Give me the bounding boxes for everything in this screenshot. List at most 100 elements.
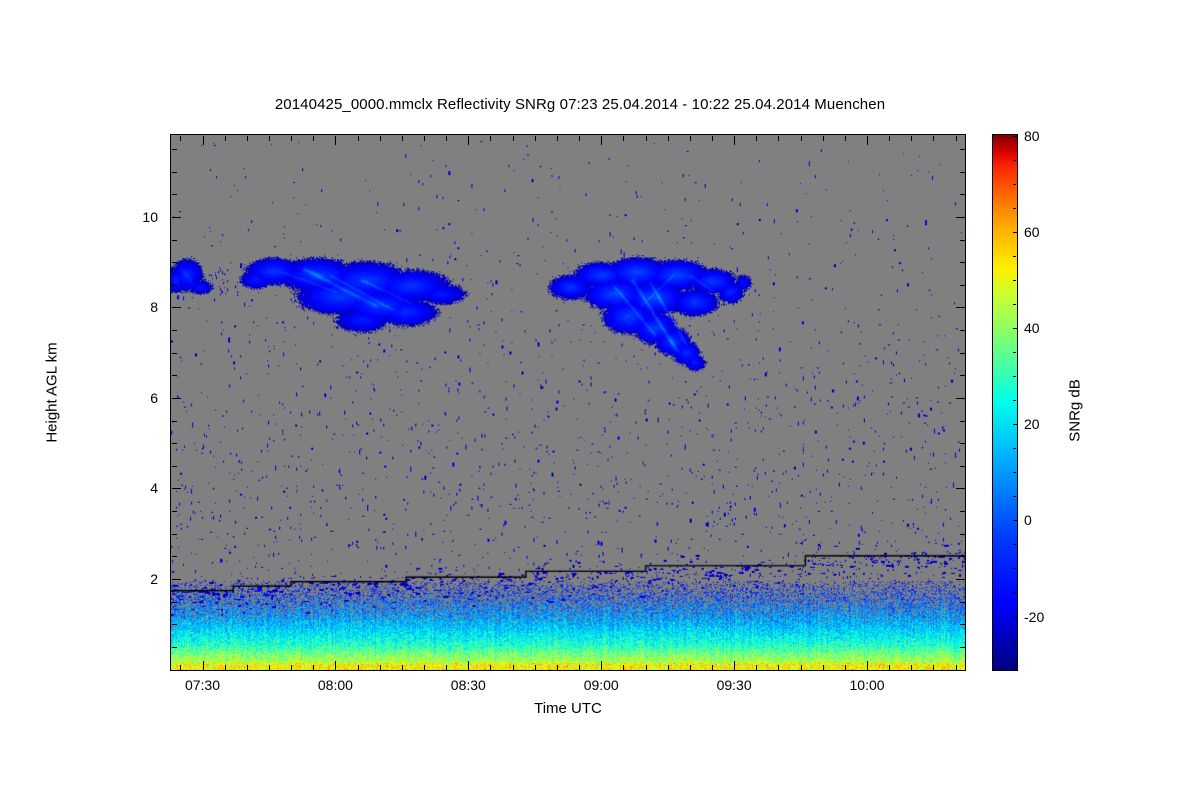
x-axis-minor-tick-top xyxy=(291,135,293,141)
y-axis-minor-tick-right xyxy=(959,511,965,513)
colorbar-minor-tick xyxy=(1013,568,1016,570)
y-axis-major-tick-right xyxy=(955,488,965,490)
y-axis-minor-tick-right xyxy=(959,646,965,648)
y-axis-title: Height AGL km xyxy=(43,342,61,443)
y-axis-minor-tick xyxy=(171,624,177,626)
y-axis-minor-tick xyxy=(171,239,177,241)
colorbar-major-tick xyxy=(1013,231,1018,233)
x-axis-minor-tick xyxy=(446,664,448,670)
y-axis-tick-label: 10 xyxy=(142,208,158,225)
y-axis-minor-tick xyxy=(171,149,177,151)
y-axis-minor-tick xyxy=(171,284,177,286)
y-axis-minor-tick-right xyxy=(959,443,965,445)
colorbar-tick-label: 60 xyxy=(1024,223,1040,240)
y-axis-minor-tick xyxy=(171,646,177,648)
colorbar-minor-tick xyxy=(1013,496,1016,498)
x-axis-minor-tick xyxy=(534,664,536,670)
y-axis-minor-tick xyxy=(171,420,177,422)
colorbar-minor-tick xyxy=(1013,279,1016,281)
x-axis-minor-tick xyxy=(512,664,514,670)
y-axis-minor-tick xyxy=(171,330,177,332)
x-axis-major-tick xyxy=(202,660,204,670)
colorbar-minor-tick xyxy=(1013,448,1016,450)
x-axis-major-tick-top xyxy=(202,135,204,145)
x-axis-major-tick xyxy=(335,660,337,670)
x-axis-minor-tick-top xyxy=(689,135,691,141)
x-axis-minor-tick-top xyxy=(556,135,558,141)
x-axis-minor-tick-top xyxy=(446,135,448,141)
x-axis-minor-tick xyxy=(579,664,581,670)
x-axis-minor-tick-top xyxy=(490,135,492,141)
y-axis-tick-label: 2 xyxy=(150,570,158,587)
x-axis-minor-tick xyxy=(313,664,315,670)
x-axis-tick-label: 07:30 xyxy=(184,677,221,693)
colorbar-minor-tick xyxy=(1013,376,1016,378)
colorbar-minor-tick xyxy=(1013,592,1016,594)
x-axis-minor-tick xyxy=(291,664,293,670)
x-axis-minor-tick-top xyxy=(268,135,270,141)
colorbar-tick-label: 80 xyxy=(1024,127,1040,144)
colorbar-title: SNRg dB xyxy=(1066,379,1084,442)
y-axis-minor-tick xyxy=(171,262,177,264)
x-axis-minor-tick-top xyxy=(933,135,935,141)
y-axis-minor-tick xyxy=(171,556,177,558)
x-axis-minor-tick xyxy=(800,664,802,670)
x-axis-minor-tick-top xyxy=(889,135,891,141)
y-axis-major-tick-right xyxy=(955,397,965,399)
y-axis-major-tick-right xyxy=(955,307,965,309)
colorbar-minor-tick xyxy=(1013,303,1016,305)
x-axis-major-tick xyxy=(601,660,603,670)
x-axis-major-tick-top xyxy=(601,135,603,145)
x-axis-minor-tick-top xyxy=(401,135,403,141)
radar-heatmap-canvas xyxy=(171,135,965,670)
x-axis-major-tick-top xyxy=(468,135,470,145)
colorbar xyxy=(992,134,1018,671)
colorbar-tick-label: 0 xyxy=(1024,512,1032,529)
x-axis-minor-tick xyxy=(246,664,248,670)
y-axis-minor-tick xyxy=(171,375,177,377)
y-axis-major-tick xyxy=(171,397,181,399)
colorbar-major-tick xyxy=(1013,327,1018,329)
colorbar-tick-label: 20 xyxy=(1024,416,1040,433)
colorbar-minor-tick xyxy=(1013,664,1016,666)
y-axis-minor-tick xyxy=(171,171,177,173)
y-axis-minor-tick-right xyxy=(959,556,965,558)
x-axis-minor-tick xyxy=(822,664,824,670)
y-axis-minor-tick-right xyxy=(959,330,965,332)
x-axis-minor-tick xyxy=(401,664,403,670)
x-axis-title: Time UTC xyxy=(534,700,602,717)
x-axis-tick-label: 10:00 xyxy=(849,677,885,693)
y-axis-minor-tick-right xyxy=(959,239,965,241)
x-axis-minor-tick xyxy=(357,664,359,670)
x-axis-minor-tick-top xyxy=(224,135,226,141)
x-axis-minor-tick xyxy=(933,664,935,670)
colorbar-major-tick xyxy=(1013,135,1018,137)
x-axis-minor-tick-top xyxy=(645,135,647,141)
y-axis-minor-tick xyxy=(171,601,177,603)
x-axis-minor-tick xyxy=(911,664,913,670)
x-axis-minor-tick-top xyxy=(778,135,780,141)
y-axis-minor-tick xyxy=(171,465,177,467)
x-axis-minor-tick xyxy=(379,664,381,670)
y-axis-minor-tick xyxy=(171,352,177,354)
x-axis-minor-tick-top xyxy=(955,135,957,141)
x-axis-minor-tick xyxy=(889,664,891,670)
x-axis-minor-tick-top xyxy=(800,135,802,141)
x-axis-major-tick xyxy=(867,660,869,670)
x-axis-major-tick xyxy=(468,660,470,670)
x-axis-minor-tick xyxy=(689,664,691,670)
x-axis-major-tick xyxy=(734,660,736,670)
y-axis-minor-tick-right xyxy=(959,149,965,151)
x-axis-minor-tick xyxy=(424,664,426,670)
y-axis-major-tick xyxy=(171,307,181,309)
x-axis-tick-label: 09:00 xyxy=(583,677,619,693)
colorbar-tick-label: 40 xyxy=(1024,319,1040,336)
x-axis-minor-tick xyxy=(623,664,625,670)
x-axis-minor-tick-top xyxy=(180,135,182,141)
x-axis-minor-tick xyxy=(224,664,226,670)
colorbar-gradient xyxy=(993,135,1017,670)
colorbar-minor-tick xyxy=(1013,159,1016,161)
x-axis-minor-tick-top xyxy=(424,135,426,141)
x-axis-minor-tick-top xyxy=(911,135,913,141)
